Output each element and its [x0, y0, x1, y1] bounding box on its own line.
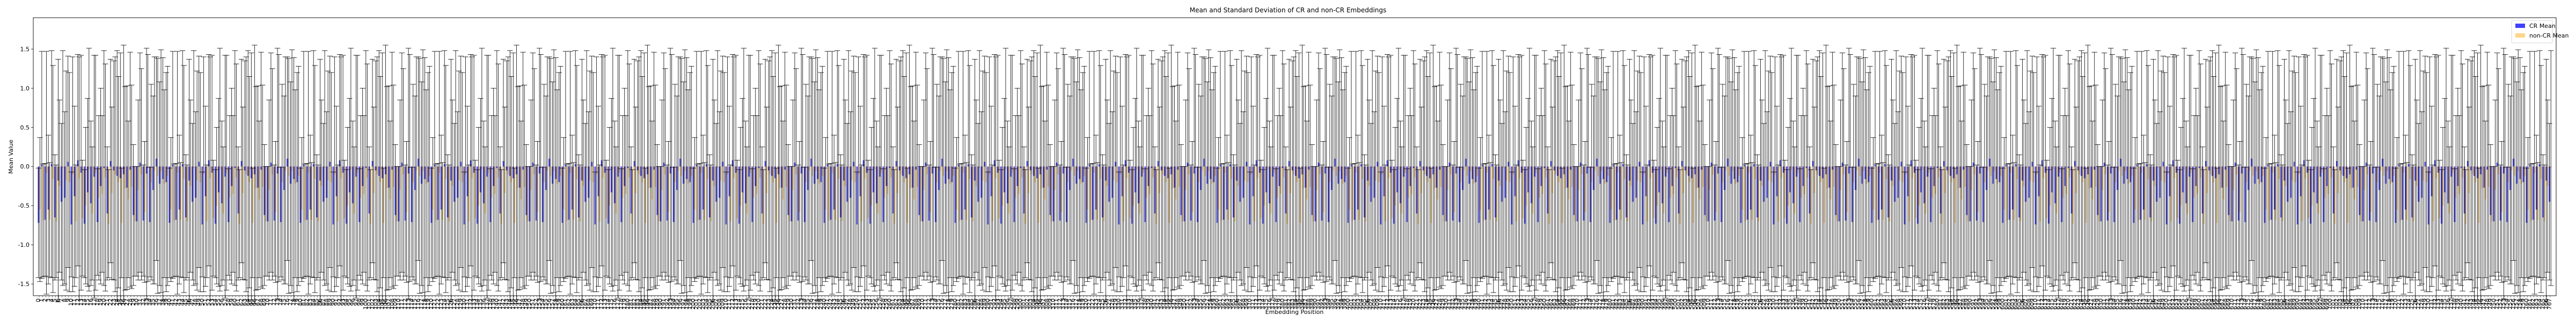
chart-title: Mean and Standard Deviation of CR and no… — [1190, 6, 1387, 14]
error-bars — [35, 45, 2554, 304]
plot-area — [35, 45, 2554, 304]
